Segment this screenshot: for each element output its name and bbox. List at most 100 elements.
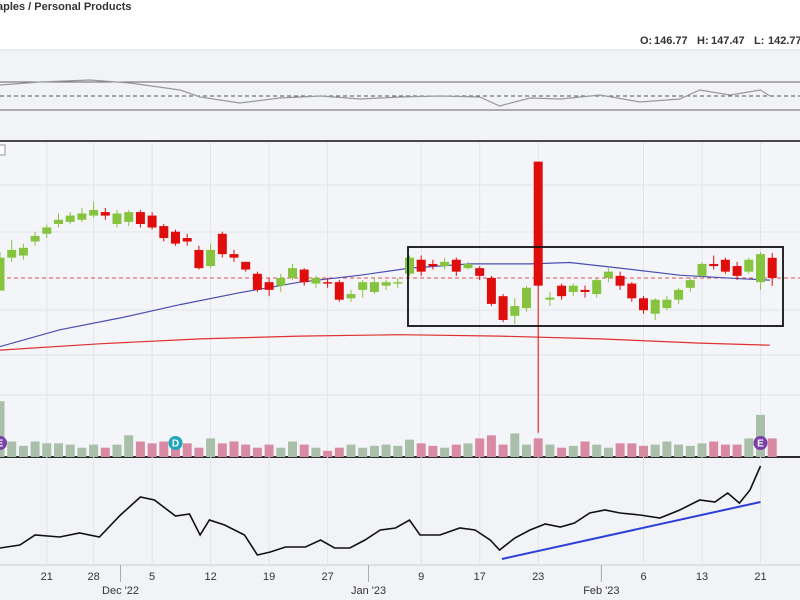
x-tick-label: 21 [41, 571, 53, 583]
candle-body [732, 266, 742, 276]
candle-body [685, 280, 695, 288]
volume-bar [603, 447, 613, 457]
volume-bar [428, 445, 438, 457]
event-label: D [172, 439, 179, 450]
candle-body [533, 161, 543, 286]
candle-body [135, 212, 145, 224]
candle-body [346, 294, 356, 299]
moving-average [0, 334, 770, 351]
volume-bar [147, 443, 157, 457]
month-label: Feb '23 [583, 585, 619, 597]
volume-bar [709, 441, 719, 457]
volume-bar [557, 447, 567, 457]
candle-body [756, 254, 765, 283]
quote-label: H: [697, 35, 709, 47]
candle-body [217, 233, 227, 255]
volume-bar [533, 438, 543, 457]
volume-bar [77, 447, 87, 457]
quote-label: L: [754, 35, 764, 47]
volume-bar [135, 441, 145, 457]
candle-body [767, 257, 777, 278]
candle-body [334, 282, 344, 300]
volume-bar [486, 435, 496, 457]
volume-bar [100, 447, 110, 457]
volume-bar [522, 444, 531, 457]
volume-bar [311, 447, 321, 457]
candle-body [428, 263, 438, 267]
candle-body [463, 263, 473, 269]
header-bar [0, 0, 800, 50]
candle-body [615, 275, 625, 286]
volume-bar [744, 438, 754, 457]
volume-bar [18, 445, 28, 457]
candle-body [393, 282, 403, 284]
candle-body [557, 285, 567, 297]
candle-body [311, 277, 321, 284]
x-tick-label: 12 [204, 571, 216, 583]
volume-bar [627, 443, 637, 457]
volume-bar [662, 441, 672, 457]
annotation-box [407, 246, 784, 327]
volume-bar [592, 444, 602, 457]
volume-bar [440, 447, 450, 457]
candle-body [0, 257, 5, 291]
candle-body [650, 299, 660, 314]
quote: O: 146.77 H: 147.47 L: 142.77 [640, 35, 800, 47]
candle-body [42, 227, 52, 234]
x-tick-label: 9 [418, 571, 424, 583]
symbol-sector: aples / Personal Products [0, 1, 132, 13]
volume-bar [416, 443, 426, 457]
volume-bar [229, 441, 239, 457]
candle-body [662, 299, 672, 309]
volume-bar [288, 441, 297, 457]
volume-bar [252, 447, 262, 457]
x-tick-label: 27 [321, 571, 333, 583]
panel-icon [0, 144, 6, 156]
volume-bar [264, 444, 274, 457]
candle-body [276, 277, 286, 286]
month-label: Jan '23 [351, 585, 386, 597]
volume-bar [568, 445, 578, 457]
candle-body [451, 259, 461, 272]
candle-body [18, 247, 28, 256]
volume-bar [510, 433, 520, 457]
candle-body [358, 282, 368, 290]
volume-bar [159, 441, 169, 457]
volume-bar [545, 444, 555, 457]
candle-body [440, 261, 450, 267]
x-tick-label: 5 [149, 571, 155, 583]
volume-bar [639, 445, 648, 457]
candle-body [100, 212, 110, 216]
candle-body [592, 280, 602, 295]
candle-body [171, 231, 180, 244]
candle-body [252, 273, 262, 290]
x-tick-label: 17 [474, 571, 486, 583]
trend-line [501, 501, 761, 560]
candle-body [7, 249, 17, 258]
candle-body [416, 259, 426, 272]
volume-bar [463, 443, 473, 457]
candle-body [580, 289, 590, 292]
volume-bar [182, 443, 192, 457]
volume-bar [405, 439, 414, 457]
volume-bar [674, 444, 684, 457]
x-tick-label: 23 [532, 571, 544, 583]
volume-bar [65, 444, 75, 457]
candle-body [159, 226, 169, 239]
candle-body [405, 257, 414, 274]
candle-body [147, 215, 157, 228]
volume-bar [346, 444, 356, 457]
candle-body [264, 282, 274, 290]
quote-value: 147.47 [711, 35, 745, 47]
volume-bar [697, 443, 707, 457]
candle-body [709, 263, 719, 267]
volume-bar [217, 443, 227, 457]
oscillator-line [0, 79, 771, 107]
candle-body [30, 235, 40, 242]
candle-body [697, 263, 707, 276]
candle-body [206, 249, 216, 267]
candle-body [475, 268, 485, 276]
candle-body [510, 305, 520, 316]
volume-bar [334, 447, 344, 457]
candle-body [381, 282, 391, 286]
